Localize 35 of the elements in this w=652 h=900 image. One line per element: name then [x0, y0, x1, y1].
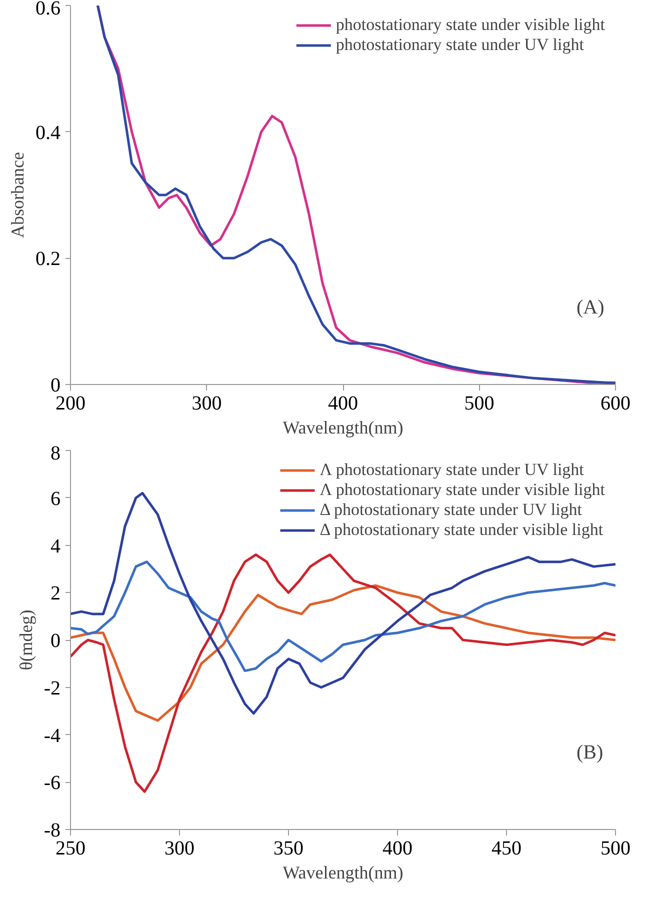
legend-label: photostationary state under UV light: [336, 35, 584, 55]
x-axis-title: Wavelength(nm): [282, 418, 404, 438]
legend-label: Δ photostationary state under visible light: [320, 520, 604, 540]
y-tick-label: 0.4: [36, 122, 60, 144]
y-tick-label: 2: [50, 582, 60, 605]
line-series: [70, 553, 616, 793]
y-tick-label: 4: [50, 535, 60, 558]
legend-label: photostationary state under visible light: [336, 15, 605, 35]
legend-label: Λ photostationary state under UV light: [320, 460, 584, 480]
y-tick-label: 0: [50, 630, 60, 652]
y-tick-label: 0.6: [36, 0, 60, 20]
legend-label: Λ photostationary state under visible light: [320, 480, 605, 500]
x-tick-label: 300: [192, 392, 222, 414]
line-series: [70, 560, 616, 672]
annotation: (A): [576, 296, 604, 318]
legend-label: Δ photostationary state under UV light: [320, 500, 582, 520]
x-tick-label: 400: [382, 838, 412, 860]
y-tick-label: 6: [50, 488, 60, 510]
y-tick-label: 8: [50, 442, 60, 464]
y-axis-title: Absorbance: [8, 152, 28, 238]
annotation: (B): [576, 742, 604, 764]
x-tick-label: 500: [600, 838, 630, 860]
y-tick-label: -6: [44, 772, 61, 794]
x-tick-label: 400: [328, 392, 358, 414]
x-tick-label: 500: [464, 392, 494, 414]
x-tick-label: 350: [274, 838, 304, 860]
y-tick-label: -2: [44, 677, 61, 700]
x-tick-label: 600: [600, 392, 630, 414]
y-axis-title: θ(mdeg): [16, 610, 36, 670]
x-tick-label: 450: [492, 838, 522, 860]
line-series: [70, 584, 616, 722]
x-axis-title: Wavelength(nm): [282, 862, 404, 882]
y-tick-label: 0.2: [36, 248, 60, 270]
y-tick-label: -4: [44, 724, 61, 747]
x-tick-label: 300: [164, 838, 194, 860]
